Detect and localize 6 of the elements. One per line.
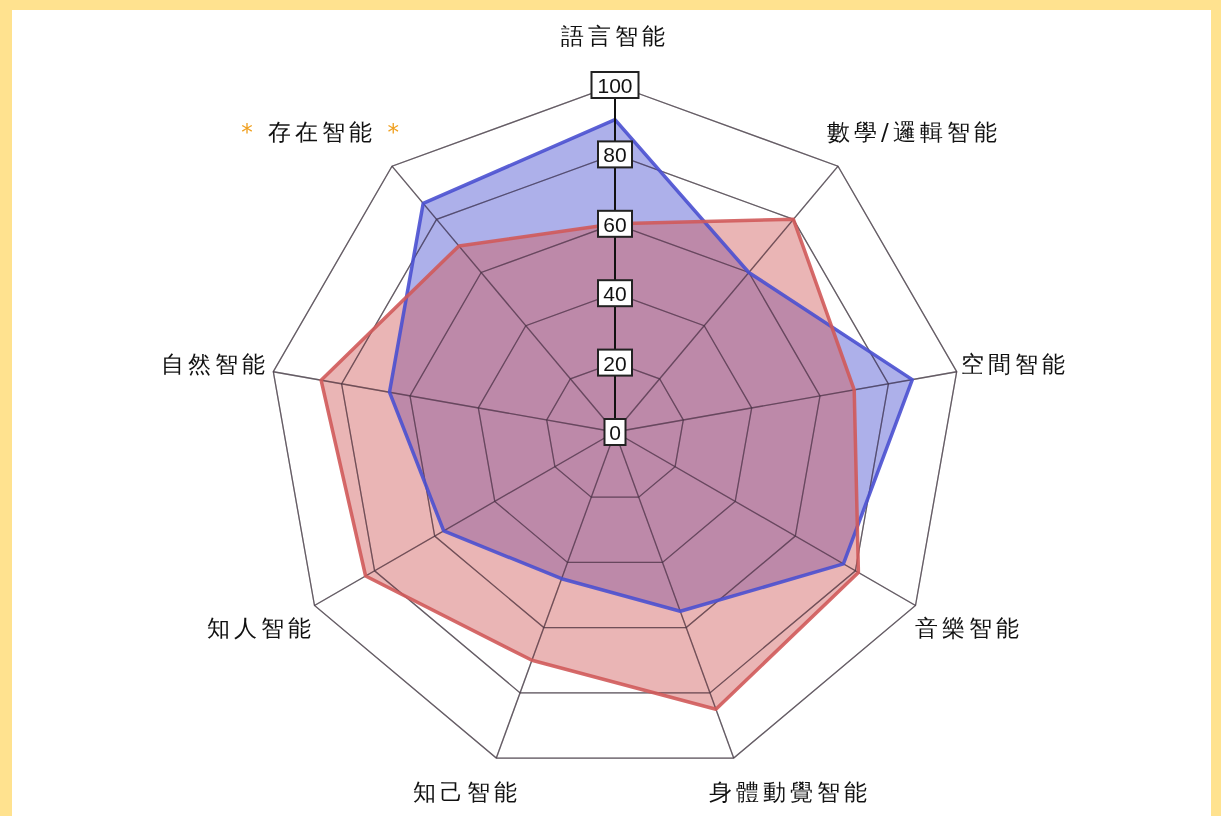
y-tick-label: 80	[603, 143, 627, 167]
y-tick-label: 40	[603, 282, 627, 306]
y-tick-label: 0	[609, 421, 621, 444]
y-tick-label: 20	[603, 351, 627, 375]
y-tick-label: 60	[603, 212, 627, 236]
y-tick-label: 100	[597, 74, 633, 97]
